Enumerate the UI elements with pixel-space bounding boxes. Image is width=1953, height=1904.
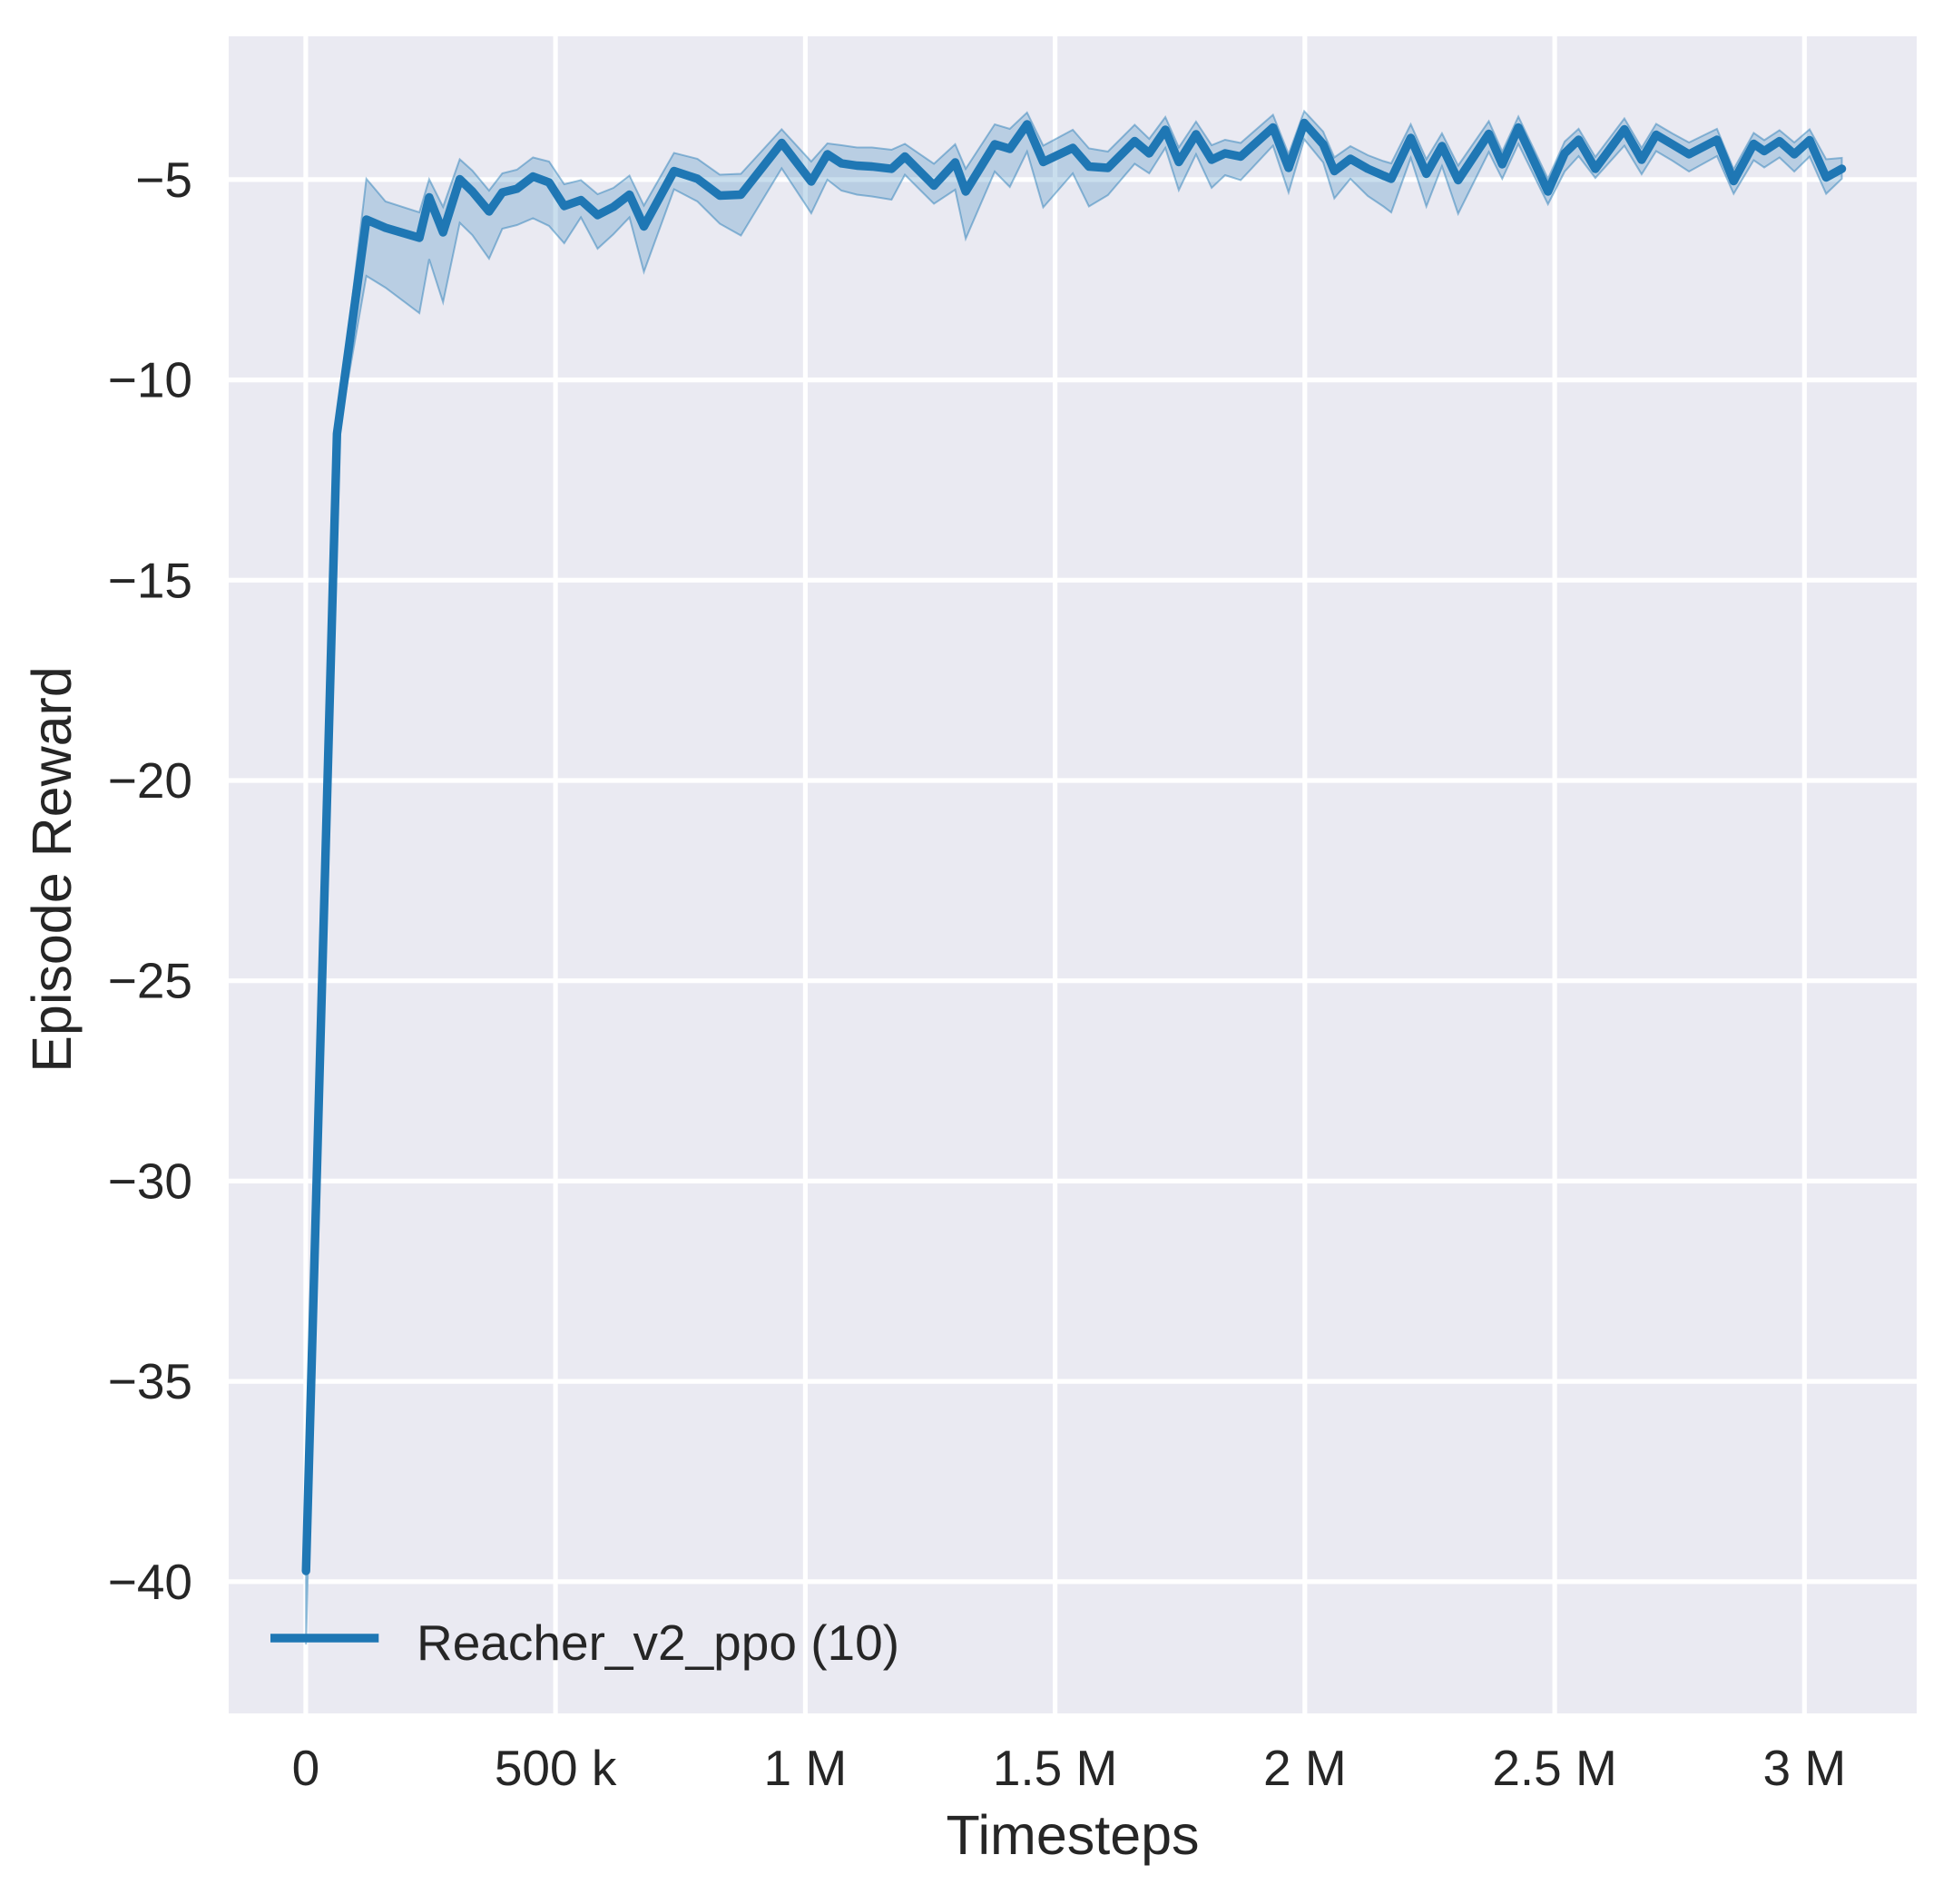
svg-text:2.5 M: 2.5 M (1492, 1740, 1617, 1796)
svg-text:−15: −15 (108, 552, 192, 608)
svg-text:−30: −30 (108, 1153, 192, 1209)
svg-text:500 k: 500 k (495, 1740, 617, 1796)
svg-text:Reacher_v2_ppo (10): Reacher_v2_ppo (10) (417, 1614, 899, 1671)
svg-text:3 M: 3 M (1762, 1740, 1846, 1796)
svg-text:Episode Reward: Episode Reward (21, 666, 83, 1073)
svg-text:Timesteps: Timesteps (946, 1804, 1199, 1866)
svg-text:−20: −20 (108, 752, 192, 809)
svg-text:2 M: 2 M (1263, 1740, 1347, 1796)
svg-text:1 M: 1 M (764, 1740, 848, 1796)
svg-text:1.5 M: 1.5 M (993, 1740, 1118, 1796)
svg-text:−25: −25 (108, 953, 192, 1009)
svg-text:−10: −10 (108, 352, 192, 408)
svg-text:0: 0 (292, 1740, 320, 1796)
svg-text:−35: −35 (108, 1353, 192, 1409)
svg-text:−40: −40 (108, 1554, 192, 1610)
svg-text:−5: −5 (135, 152, 192, 208)
